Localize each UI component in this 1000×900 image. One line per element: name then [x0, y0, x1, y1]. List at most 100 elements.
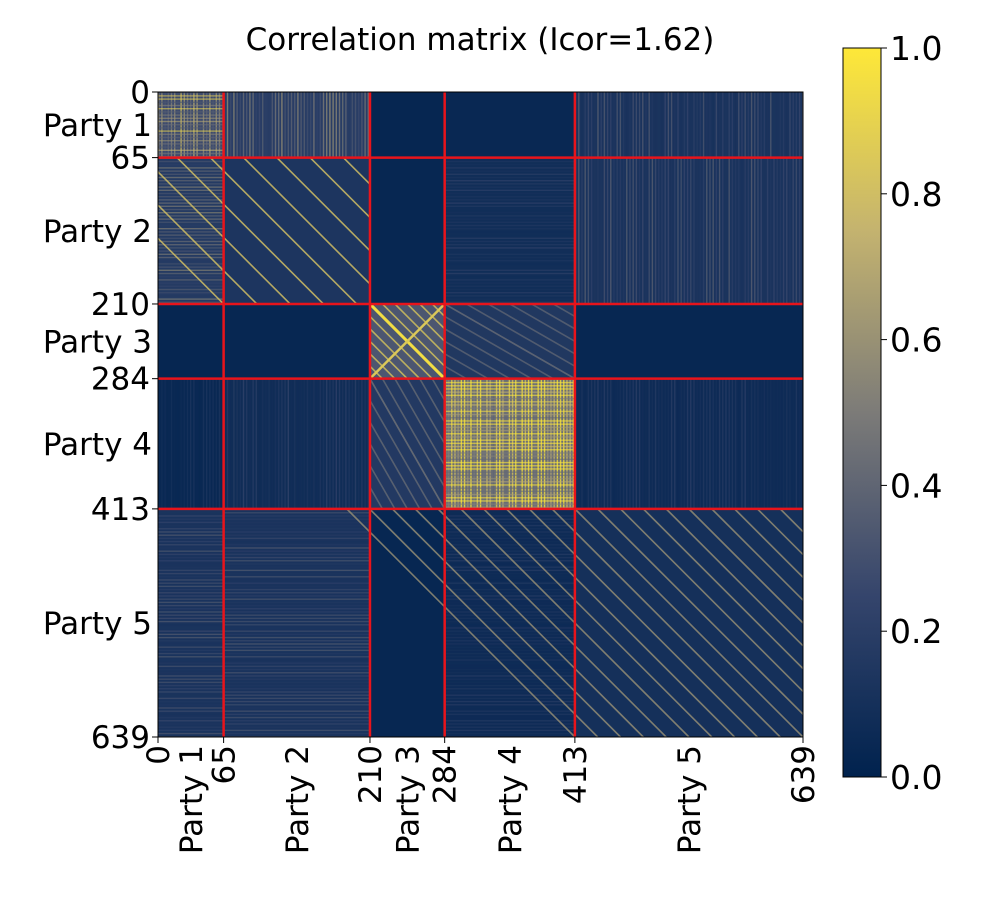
heatmap-cell: [795, 92, 798, 158]
heatmap-cell: [223, 668, 370, 671]
heatmap-cell: [158, 152, 224, 155]
heatmap-cell: [278, 378, 280, 509]
heatmap-cell: [158, 124, 224, 126]
heatmap-cell: [223, 378, 370, 509]
heatmap-cell: [223, 662, 370, 664]
heatmap-cell: [158, 672, 224, 674]
heatmap-cell: [696, 378, 698, 509]
heatmap-cell: [300, 92, 302, 158]
heatmap-cell: [444, 164, 575, 166]
heatmap-cell: [798, 92, 801, 158]
heatmap-cell: [725, 92, 727, 158]
heatmap-cell: [242, 378, 245, 509]
heatmap-cell: [158, 636, 224, 639]
heatmap-cell: [431, 378, 446, 401]
heatmap-cell: [223, 547, 370, 549]
heatmap-cell: [158, 240, 224, 243]
heatmap-cell: [648, 157, 650, 304]
heatmap-cell: [223, 624, 370, 626]
y-tick-label: 639: [91, 720, 150, 756]
heatmap-cell: [444, 176, 575, 179]
heatmap-cell: [706, 157, 708, 304]
heatmap-cell: [223, 585, 370, 588]
heatmap-cell: [444, 449, 575, 451]
heatmap-cell: [587, 157, 590, 304]
heatmap-cell: [444, 508, 575, 737]
heatmap-cell: [223, 528, 370, 530]
heatmap-cell: [744, 92, 746, 158]
heatmap-cell: [661, 378, 663, 509]
heatmap-cell: [223, 620, 370, 623]
heatmap-cell: [223, 720, 370, 722]
heatmap-cell: [223, 652, 370, 655]
heatmap-cell: [354, 92, 357, 158]
heatmap-cell: [223, 656, 370, 658]
heatmap-cell: [226, 92, 229, 158]
heatmap-cell: [236, 378, 238, 509]
heatmap-cell: [158, 614, 224, 616]
heatmap-cell: [158, 192, 224, 195]
heatmap-cell: [444, 688, 575, 690]
heatmap-cell: [209, 157, 358, 305]
heatmap-cell: [265, 378, 267, 509]
heatmap-cell: [444, 640, 575, 642]
heatmap-cell: [158, 694, 224, 696]
heatmap-cell: [444, 315, 554, 380]
heatmap-cell: [638, 378, 641, 509]
heatmap-cell: [444, 620, 575, 623]
heatmap-cell: [734, 378, 737, 509]
x-tick-label: 639: [786, 745, 822, 804]
heatmap-cell: [158, 684, 224, 687]
colorbar-tick-label: 0.4: [890, 466, 942, 505]
heatmap-cell: [369, 508, 599, 737]
heatmap-cell: [223, 700, 370, 703]
heatmap-cell: [444, 675, 575, 677]
heatmap-cell: [158, 117, 224, 119]
heatmap-cell: [578, 157, 580, 304]
heatmap-cell: [158, 199, 224, 201]
heatmap-cell: [648, 92, 650, 158]
heatmap-cell: [709, 92, 711, 158]
heatmap-cell: [444, 401, 575, 403]
heatmap-cell: [271, 92, 274, 158]
heatmap-cell: [444, 247, 575, 249]
heatmap-cell: [444, 429, 575, 432]
heatmap-cell: [223, 707, 370, 709]
heatmap-cell: [444, 288, 575, 291]
heatmap-block: [158, 92, 224, 158]
heatmap-cell: [158, 646, 224, 648]
heatmap-cell: [638, 157, 641, 304]
heatmap-cell: [444, 627, 575, 629]
heatmap-cell: [444, 301, 575, 304]
heatmap-cell: [779, 157, 782, 304]
heatmap-cell: [176, 157, 324, 305]
heatmap-cell: [369, 92, 445, 158]
heatmap-cell: [444, 455, 575, 457]
heatmap-cell: [158, 285, 224, 288]
heatmap-cell: [444, 365, 467, 380]
heatmap-cell: [158, 544, 224, 546]
heatmap-cell: [161, 378, 163, 509]
heatmap-cell: [290, 92, 293, 158]
heatmap-cell: [444, 407, 575, 409]
heatmap-cell: [750, 378, 753, 509]
heatmap-cell: [158, 295, 224, 297]
heatmap-cell: [584, 157, 586, 304]
heatmap-cell: [223, 540, 370, 543]
heatmap-cell: [310, 378, 312, 509]
heatmap-cell: [444, 426, 575, 429]
heatmap-cell: [757, 92, 759, 158]
heatmap-cell: [223, 611, 370, 613]
x-tick-label: 413: [558, 745, 594, 804]
heatmap-cell: [444, 397, 575, 400]
heatmap-cell: [619, 157, 622, 304]
heatmap-cell: [158, 224, 224, 227]
heatmap-cell: [230, 92, 232, 158]
heatmap-cell: [223, 521, 370, 524]
heatmap-cell: [290, 378, 293, 509]
heatmap-cell: [243, 157, 391, 305]
heatmap-cell: [199, 378, 201, 509]
x-party-label: Party 3: [390, 745, 426, 854]
heatmap-cell: [444, 649, 575, 652]
heatmap-cell: [158, 627, 224, 629]
